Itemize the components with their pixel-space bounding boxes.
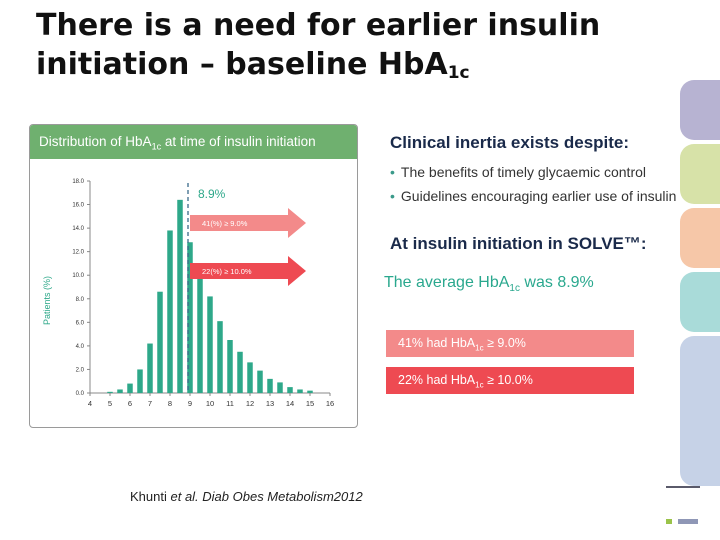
side-tab-2 (680, 144, 720, 204)
title-line-2: initiation – baseline HbA1c (36, 47, 470, 83)
histogram-bar (237, 351, 243, 393)
bullet-item: • The benefits of timely glycaemic contro… (390, 164, 647, 180)
slide-title: There is a need for earlier insulin init… (36, 6, 656, 84)
y-tick-label: 14.0 (72, 226, 84, 232)
bullet-list: • The benefits of timely glycaemic contro… (390, 160, 676, 208)
y-tick-label: 2.0 (76, 367, 85, 373)
x-tick-label: 12 (246, 399, 254, 408)
histogram-bar (187, 242, 193, 393)
stat-bar-41: 41% had HbA1c ≥ 9.0% (386, 330, 634, 357)
histogram-chart: 0.0 2.0 4.0 6.0 8.0 10.0 12.0 14.0 16.0 18.0 4 5 6 7 8… (42, 179, 334, 408)
y-tick-label: 10.0 (72, 273, 84, 279)
logo-square-blue (678, 519, 698, 524)
x-tick-label: 6 (128, 399, 132, 408)
bullet-item: • Guidelines encouraging earlier use of i… (390, 188, 677, 204)
x-tick-label: 4 (88, 399, 92, 408)
histogram-bar (167, 230, 173, 393)
x-tick-label: 13 (266, 399, 274, 408)
y-axis-title: Patients (%) (42, 276, 52, 325)
x-tick-label: 14 (286, 399, 294, 408)
histogram-bar (287, 387, 293, 393)
histogram-bar (157, 291, 163, 393)
bullet-icon: • (390, 164, 395, 180)
solve-heading: At insulin initiation in SOLVE™: (390, 234, 647, 253)
y-tick-label: 0.0 (76, 391, 85, 397)
histogram-bar (117, 389, 123, 393)
side-tab-1 (680, 80, 720, 140)
histogram-bar (277, 382, 283, 393)
side-tab-5 (680, 336, 720, 486)
x-tick-label: 11 (226, 399, 234, 408)
histogram-bar (257, 370, 263, 393)
bullet-icon: • (390, 188, 395, 204)
chart-header: Distribution of HbA1c at time of insulin… (30, 125, 357, 159)
histogram-bar (107, 391, 113, 393)
histogram-bar (137, 369, 143, 393)
histogram-bar (247, 362, 253, 393)
y-tick-label: 12.0 (72, 250, 84, 256)
chart-panel: Distribution of HbA1c at time of insulin… (29, 124, 358, 428)
histogram-bar (297, 389, 303, 393)
mean-label: 8.9% (198, 187, 226, 201)
logo-square-green (666, 519, 672, 524)
x-tick-label: 10 (206, 399, 214, 408)
x-tick-label: 9 (188, 399, 192, 408)
histogram-bar (127, 383, 133, 393)
clinical-inertia-heading: Clinical inertia exists despite: (390, 133, 630, 152)
x-tick-label: 8 (168, 399, 172, 408)
histogram-bar (207, 296, 213, 393)
x-tick-label: 7 (148, 399, 152, 408)
arrow-22 (190, 256, 306, 286)
histogram-bar (217, 321, 223, 393)
x-tick-label: 16 (326, 399, 334, 408)
arrow-41 (190, 208, 306, 238)
average-hba1c-text: The average HbA1c was 8.9% (384, 274, 594, 295)
histogram-bar (267, 378, 273, 393)
arrow-41-label: 41(%) ≥ 9.0% (202, 219, 248, 228)
histogram-bar (177, 199, 183, 393)
x-tick-label: 15 (306, 399, 314, 408)
side-tabs-decoration (662, 80, 720, 486)
histogram-bar (147, 343, 153, 393)
x-tick-label: 5 (108, 399, 112, 408)
y-tick-label: 16.0 (72, 203, 84, 209)
logo-line (666, 486, 700, 488)
histogram-bar (227, 340, 233, 393)
side-tab-4 (680, 272, 720, 332)
stat-bar-22: 22% had HbA1c ≥ 10.0% (386, 367, 634, 394)
y-tick-label: 18.0 (72, 179, 84, 185)
side-tab-3 (680, 208, 720, 268)
arrow-22-label: 22(%) ≥ 10.0% (202, 267, 252, 276)
histogram-bar (197, 265, 203, 393)
y-tick-label: 6.0 (76, 320, 85, 326)
y-tick-label: 4.0 (76, 344, 85, 350)
title-line-1: There is a need for earlier insulin (36, 8, 601, 43)
y-tick-label: 8.0 (76, 297, 85, 303)
histogram-bar (307, 390, 313, 393)
citation: Khunti et al. Diab Obes Metabolism2012 (130, 489, 363, 504)
